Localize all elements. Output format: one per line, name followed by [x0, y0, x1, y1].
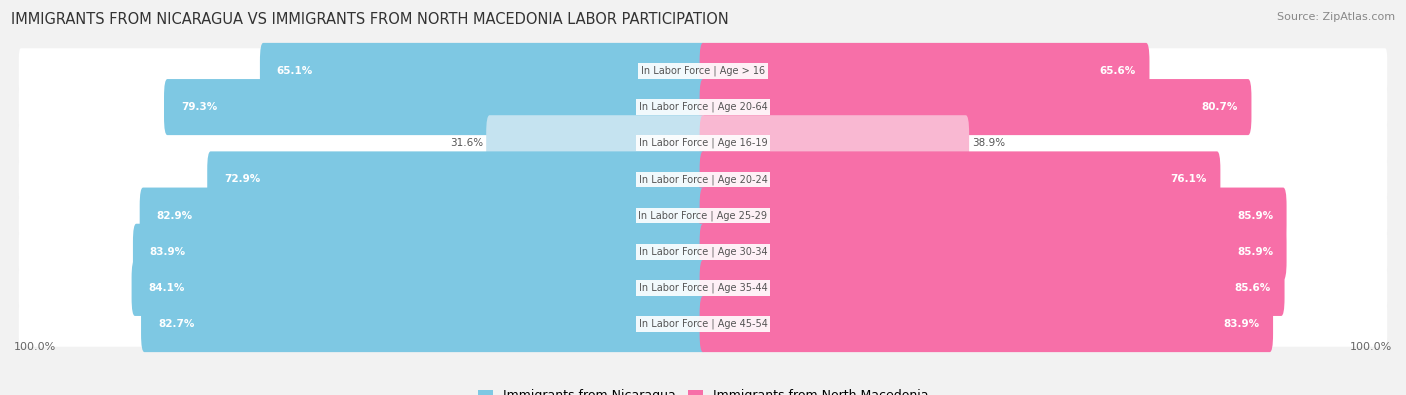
Text: 31.6%: 31.6% [450, 138, 482, 148]
Text: In Labor Force | Age > 16: In Labor Force | Age > 16 [641, 66, 765, 76]
Text: 85.9%: 85.9% [1237, 247, 1272, 257]
FancyBboxPatch shape [700, 151, 1220, 207]
Text: In Labor Force | Age 35-44: In Labor Force | Age 35-44 [638, 283, 768, 293]
Text: 72.9%: 72.9% [224, 175, 260, 184]
FancyBboxPatch shape [18, 265, 1388, 310]
Legend: Immigrants from Nicaragua, Immigrants from North Macedonia: Immigrants from Nicaragua, Immigrants fr… [472, 384, 934, 395]
FancyBboxPatch shape [134, 224, 706, 280]
FancyBboxPatch shape [700, 296, 1272, 352]
Text: 83.9%: 83.9% [150, 247, 186, 257]
FancyBboxPatch shape [18, 85, 1388, 130]
FancyBboxPatch shape [18, 301, 1388, 347]
Text: 82.7%: 82.7% [157, 319, 194, 329]
Text: 76.1%: 76.1% [1171, 175, 1206, 184]
FancyBboxPatch shape [18, 157, 1388, 202]
Text: 65.6%: 65.6% [1099, 66, 1136, 76]
FancyBboxPatch shape [700, 260, 1285, 316]
FancyBboxPatch shape [700, 115, 969, 171]
Text: 85.6%: 85.6% [1234, 283, 1271, 293]
Text: In Labor Force | Age 20-24: In Labor Force | Age 20-24 [638, 174, 768, 185]
FancyBboxPatch shape [700, 188, 1286, 244]
Text: 85.9%: 85.9% [1237, 211, 1272, 220]
FancyBboxPatch shape [165, 79, 706, 135]
FancyBboxPatch shape [139, 188, 706, 244]
FancyBboxPatch shape [486, 115, 706, 171]
Text: 65.1%: 65.1% [277, 66, 314, 76]
FancyBboxPatch shape [18, 193, 1388, 238]
FancyBboxPatch shape [132, 260, 706, 316]
Text: 83.9%: 83.9% [1223, 319, 1260, 329]
Text: 82.9%: 82.9% [156, 211, 193, 220]
Text: 38.9%: 38.9% [973, 138, 1005, 148]
FancyBboxPatch shape [207, 151, 706, 207]
Text: 100.0%: 100.0% [1350, 342, 1392, 352]
FancyBboxPatch shape [700, 43, 1150, 99]
Text: In Labor Force | Age 30-34: In Labor Force | Age 30-34 [638, 246, 768, 257]
Text: In Labor Force | Age 25-29: In Labor Force | Age 25-29 [638, 210, 768, 221]
Text: In Labor Force | Age 16-19: In Labor Force | Age 16-19 [638, 138, 768, 149]
FancyBboxPatch shape [260, 43, 706, 99]
Text: Source: ZipAtlas.com: Source: ZipAtlas.com [1277, 12, 1395, 22]
Text: IMMIGRANTS FROM NICARAGUA VS IMMIGRANTS FROM NORTH MACEDONIA LABOR PARTICIPATION: IMMIGRANTS FROM NICARAGUA VS IMMIGRANTS … [11, 12, 728, 27]
Text: In Labor Force | Age 20-64: In Labor Force | Age 20-64 [638, 102, 768, 112]
Text: 100.0%: 100.0% [14, 342, 56, 352]
Text: 80.7%: 80.7% [1202, 102, 1237, 112]
FancyBboxPatch shape [18, 120, 1388, 166]
Text: In Labor Force | Age 45-54: In Labor Force | Age 45-54 [638, 319, 768, 329]
FancyBboxPatch shape [141, 296, 706, 352]
Text: 79.3%: 79.3% [181, 102, 217, 112]
FancyBboxPatch shape [18, 229, 1388, 275]
FancyBboxPatch shape [700, 224, 1286, 280]
Text: 84.1%: 84.1% [149, 283, 184, 293]
FancyBboxPatch shape [700, 79, 1251, 135]
FancyBboxPatch shape [18, 48, 1388, 94]
